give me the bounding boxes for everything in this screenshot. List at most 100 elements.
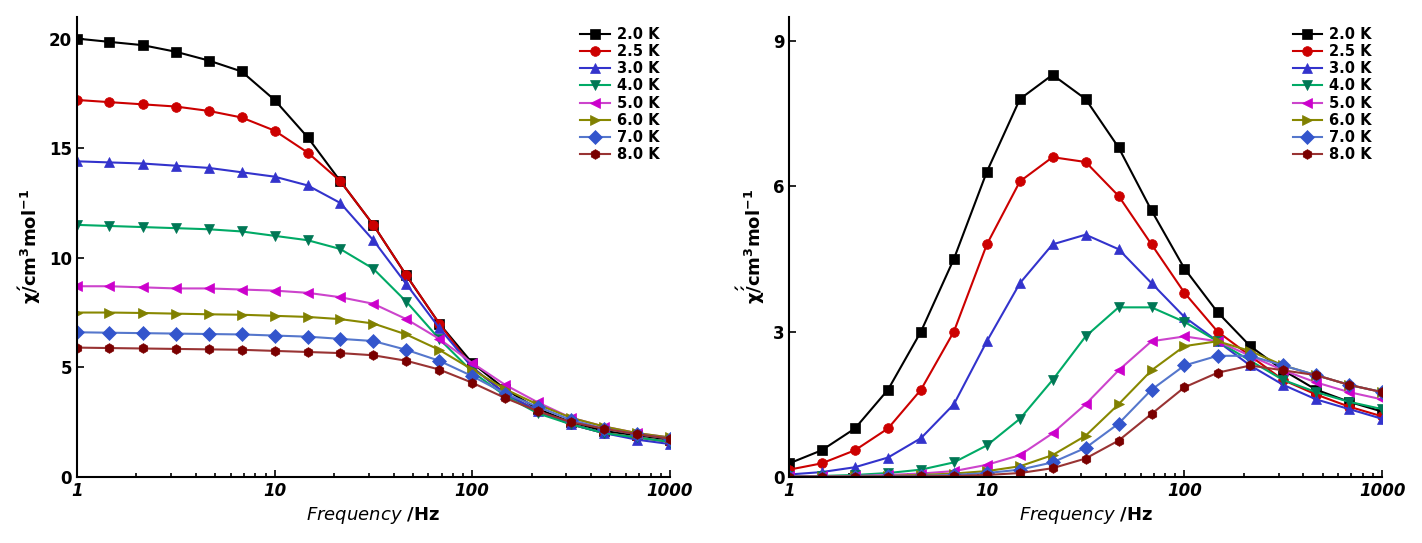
7.0 K — [365, 338, 383, 344]
2.0 K — [201, 57, 218, 64]
Y-axis label: $\bf{\chi\'/ cm^3mol^{-1}}$: $\bf{\chi\'/ cm^3mol^{-1}}$ — [17, 190, 44, 304]
6.0 K — [101, 310, 118, 316]
2.5 K — [1274, 377, 1291, 383]
2.5 K — [1011, 178, 1028, 185]
6.0 K — [398, 331, 415, 338]
6.0 K — [946, 470, 963, 477]
Line: 8.0 K: 8.0 K — [785, 361, 1386, 482]
4.0 K — [331, 246, 348, 252]
2.0 K — [1011, 96, 1028, 102]
7.0 K — [134, 330, 151, 337]
2.5 K — [68, 97, 85, 103]
Line: 3.0 K: 3.0 K — [785, 230, 1386, 479]
3.0 K — [913, 435, 930, 441]
2.5 K — [562, 421, 579, 427]
7.0 K — [1274, 362, 1291, 369]
2.5 K — [661, 439, 678, 445]
5.0 K — [1374, 396, 1391, 403]
2.0 K — [1111, 144, 1128, 151]
3.0 K — [1011, 280, 1028, 286]
Line: 7.0 K: 7.0 K — [73, 327, 674, 444]
2.5 K — [596, 430, 613, 437]
8.0 K — [913, 473, 930, 479]
3.0 K — [168, 162, 185, 169]
4.0 K — [596, 430, 613, 437]
6.0 K — [68, 310, 85, 316]
4.0 K — [529, 410, 546, 416]
4.0 K — [134, 224, 151, 230]
3.0 K — [68, 158, 85, 165]
2.0 K — [846, 425, 863, 432]
2.0 K — [1143, 207, 1160, 214]
Line: 7.0 K: 7.0 K — [785, 351, 1386, 482]
8.0 K — [201, 346, 218, 352]
4.0 K — [661, 439, 678, 445]
4.0 K — [913, 466, 930, 473]
6.0 K — [331, 316, 348, 323]
7.0 K — [629, 431, 646, 438]
Line: 3.0 K: 3.0 K — [73, 156, 674, 449]
6.0 K — [596, 423, 613, 430]
6.0 K — [1374, 389, 1391, 395]
2.5 K — [266, 128, 283, 134]
3.0 K — [431, 325, 448, 331]
6.0 K — [233, 312, 250, 318]
4.0 K — [68, 222, 85, 228]
4.0 K — [496, 393, 513, 399]
4.0 K — [1011, 415, 1028, 422]
5.0 K — [846, 473, 863, 479]
8.0 K — [1209, 369, 1226, 376]
8.0 K — [168, 346, 185, 352]
6.0 K — [464, 367, 481, 373]
4.0 K — [266, 232, 283, 239]
7.0 K — [266, 332, 283, 339]
8.0 K — [398, 357, 415, 364]
5.0 K — [629, 430, 646, 437]
6.0 K — [1011, 463, 1028, 470]
5.0 K — [496, 382, 513, 388]
Legend: 2.0 K, 2.5 K, 3.0 K, 4.0 K, 5.0 K, 6.0 K, 7.0 K, 8.0 K: 2.0 K, 2.5 K, 3.0 K, 4.0 K, 5.0 K, 6.0 K… — [577, 24, 663, 165]
Line: 4.0 K: 4.0 K — [785, 302, 1386, 481]
3.0 K — [529, 408, 546, 414]
3.0 K — [233, 169, 250, 175]
6.0 K — [562, 414, 579, 421]
5.0 K — [1274, 367, 1291, 374]
6.0 K — [496, 386, 513, 393]
8.0 K — [978, 472, 995, 478]
8.0 K — [596, 426, 613, 432]
5.0 K — [299, 289, 316, 296]
7.0 K — [496, 390, 513, 397]
8.0 K — [266, 348, 283, 354]
7.0 K — [813, 473, 830, 480]
Line: 5.0 K: 5.0 K — [785, 332, 1386, 481]
4.0 K — [1274, 377, 1291, 383]
2.0 K — [365, 222, 383, 228]
6.0 K — [365, 320, 383, 327]
5.0 K — [661, 434, 678, 441]
2.5 K — [1176, 289, 1193, 296]
3.0 K — [464, 364, 481, 370]
4.0 K — [1143, 304, 1160, 311]
7.0 K — [1209, 352, 1226, 359]
2.0 K — [1176, 266, 1193, 272]
5.0 K — [134, 284, 151, 291]
4.0 K — [879, 470, 896, 476]
7.0 K — [1374, 389, 1391, 395]
5.0 K — [1076, 401, 1094, 407]
3.0 K — [781, 471, 798, 478]
3.0 K — [134, 160, 151, 167]
4.0 K — [101, 223, 118, 229]
7.0 K — [398, 346, 415, 353]
2.0 K — [464, 359, 481, 366]
7.0 K — [1076, 445, 1094, 451]
4.0 K — [978, 442, 995, 449]
2.5 K — [946, 329, 963, 335]
5.0 K — [1341, 389, 1358, 395]
2.5 K — [233, 114, 250, 121]
5.0 K — [398, 316, 415, 323]
2.5 K — [331, 178, 348, 184]
5.0 K — [813, 473, 830, 479]
4.0 K — [1209, 338, 1226, 344]
8.0 K — [813, 473, 830, 480]
7.0 K — [233, 331, 250, 338]
